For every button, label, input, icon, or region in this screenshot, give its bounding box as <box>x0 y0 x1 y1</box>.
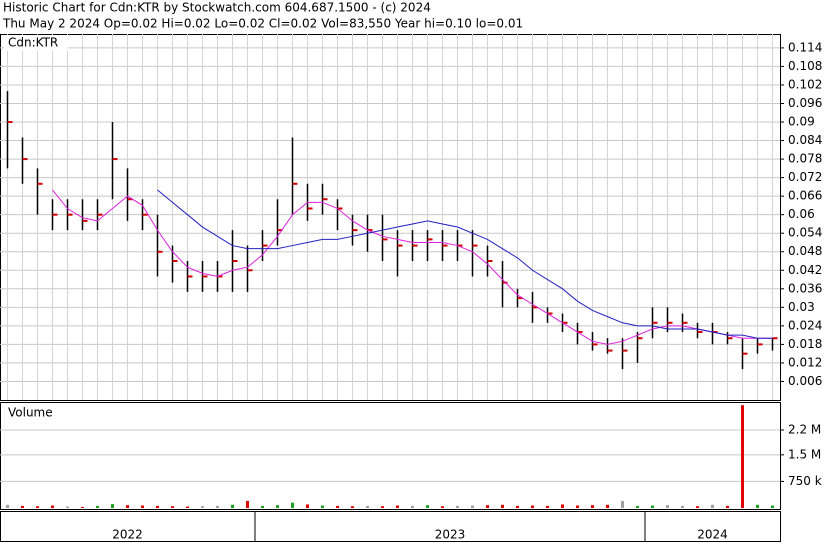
volume-bar <box>576 505 579 508</box>
volume-bar <box>636 505 639 508</box>
time-axis <box>0 511 781 542</box>
label-bg <box>4 404 58 420</box>
volume-bar <box>711 504 714 508</box>
price-panel <box>0 34 781 401</box>
y-tick-label: 0.006 <box>788 374 822 388</box>
y-tick-label: 0.078 <box>788 152 822 166</box>
volume-bar <box>171 506 174 508</box>
y-tick-label: 0.024 <box>788 318 822 332</box>
y-tick-label: 0.03 <box>788 300 815 314</box>
y-tick-label: 0.096 <box>788 96 822 110</box>
y-tick-label: 0.072 <box>788 170 822 184</box>
y-tick-label: 0.012 <box>788 355 822 369</box>
volume-panel <box>0 402 781 510</box>
volume-bar <box>471 505 474 508</box>
volume-bar <box>126 505 129 508</box>
volume-bar <box>201 506 204 508</box>
y-tick-label: 0.054 <box>788 226 822 240</box>
volume-bar <box>681 505 684 508</box>
moving-average <box>157 189 773 339</box>
volume-bar <box>546 505 549 508</box>
volume-bar <box>261 505 264 508</box>
volume-bar <box>111 504 114 508</box>
volume-bar <box>696 506 699 508</box>
volume-bar <box>606 504 609 508</box>
price-label: Cdn:KTR <box>8 36 58 50</box>
y-tick-label: 0.102 <box>788 77 822 91</box>
volume-bar <box>21 505 24 508</box>
volume-bar <box>216 505 219 508</box>
volume-bar <box>96 505 99 508</box>
volume-bar <box>141 505 144 508</box>
volume-tick-label: 2.2 M <box>788 423 821 437</box>
x-tick-label: 2022 <box>112 528 143 542</box>
volume-tick-label: 750 k <box>788 474 822 488</box>
volume-bar <box>771 505 774 508</box>
volume-bar <box>456 505 459 508</box>
volume-bar <box>351 506 354 508</box>
volume-bar <box>501 504 504 508</box>
volume-tick-label: 1.5 M <box>788 447 821 461</box>
y-tick-label: 0.018 <box>788 337 822 351</box>
x-tick-label: 2023 <box>435 528 466 542</box>
volume-bar <box>231 504 234 508</box>
y-tick-label: 0.06 <box>788 207 815 221</box>
volume-bar <box>381 506 384 508</box>
volume-bar <box>411 505 414 508</box>
y-tick-label: 0.036 <box>788 281 822 295</box>
volume-bar <box>186 506 189 508</box>
volume-bar <box>246 500 249 508</box>
volume-bar <box>741 405 744 508</box>
label-bg <box>4 35 68 51</box>
volume-bar <box>156 505 159 508</box>
y-tick-label: 0.108 <box>788 59 822 73</box>
volume-bar <box>321 505 324 508</box>
volume-bar <box>756 504 759 508</box>
volume-bar <box>591 505 594 508</box>
volume-bar <box>51 505 54 508</box>
volume-bar <box>561 504 564 508</box>
volume-bar <box>306 504 309 508</box>
y-tick-label: 0.048 <box>788 244 822 258</box>
volume-bar <box>81 506 84 508</box>
x-tick-label: 2024 <box>697 528 728 542</box>
volume-bar <box>666 505 669 508</box>
volume-bar <box>336 505 339 508</box>
volume-bar <box>396 505 399 508</box>
volume-bar <box>426 505 429 508</box>
volume-bar <box>516 505 519 508</box>
volume-bar <box>651 505 654 508</box>
volume-bar <box>66 506 69 508</box>
moving-average <box>52 189 773 345</box>
volume-bar <box>6 504 9 508</box>
volume-label: Volume <box>8 406 53 420</box>
y-tick-label: 0.042 <box>788 263 822 277</box>
y-tick-label: 0.066 <box>788 189 822 203</box>
volume-bar <box>486 505 489 508</box>
chart-title: Historic Chart for Cdn:KTR by Stockwatch… <box>3 1 431 15</box>
volume-bar <box>441 506 444 508</box>
volume-bar <box>366 505 369 508</box>
volume-bar <box>531 505 534 508</box>
volume-bar <box>291 502 294 508</box>
volume-bar <box>276 505 279 508</box>
y-tick-label: 0.114 <box>788 40 822 54</box>
y-tick-label: 0.09 <box>788 115 815 129</box>
chart-subtitle: Thu May 2 2024 Op=0.02 Hi=0.02 Lo=0.02 C… <box>2 17 523 31</box>
volume-bar <box>621 500 624 508</box>
volume-bar <box>36 506 39 508</box>
y-tick-label: 0.084 <box>788 133 822 147</box>
volume-bar <box>726 505 729 508</box>
